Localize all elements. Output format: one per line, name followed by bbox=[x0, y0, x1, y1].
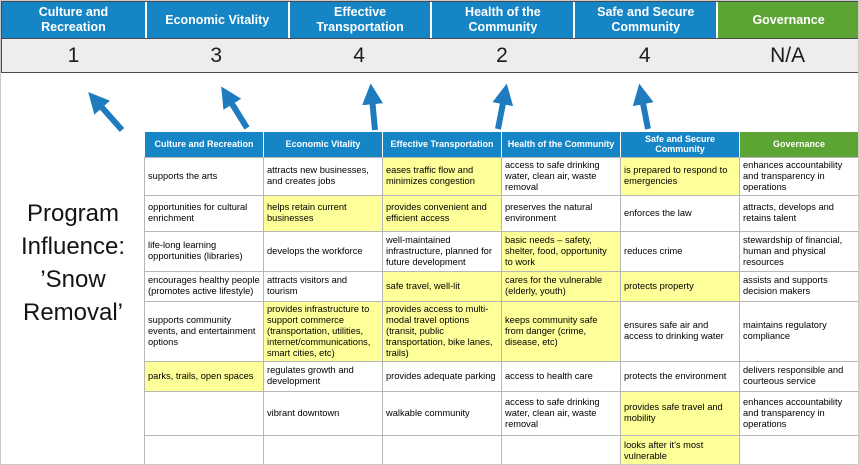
score-culture-and-recreation: 1 bbox=[67, 43, 80, 67]
summary-header-health-of-the-community: Health of the Community bbox=[430, 2, 574, 38]
matrix-header-governance: Governance bbox=[739, 131, 858, 158]
matrix-cell: enhances accountability and transparency… bbox=[739, 390, 858, 436]
matrix-cell: develops the workforce bbox=[263, 230, 383, 272]
matrix-cell: access to health care bbox=[501, 360, 621, 392]
matrix-cell bbox=[263, 434, 383, 464]
influence-arrows bbox=[88, 83, 654, 132]
summary-header-row: Culture and Recreation Economic Vitality… bbox=[2, 2, 858, 38]
program-title: Program Influence: ’Snow Removal’ bbox=[3, 197, 143, 329]
matrix-cell: provides convenient and efficient access bbox=[382, 194, 502, 232]
matrix-cell: enforces the law bbox=[620, 194, 740, 232]
matrix-cell bbox=[144, 434, 264, 464]
matrix-row: life-long learning opportunities (librar… bbox=[144, 230, 858, 272]
matrix-cell bbox=[144, 390, 264, 436]
matrix-row: vibrant downtown walkable community acce… bbox=[144, 390, 858, 436]
score-economic-vitality: 3 bbox=[210, 43, 223, 67]
matrix-cell: opportunities for cultural enrichment bbox=[144, 194, 264, 232]
matrix-cell: is prepared to respond to emergencies bbox=[620, 156, 740, 196]
matrix-cell: attracts visitors and tourism bbox=[263, 270, 383, 302]
matrix-row: supports the arts attracts new businesse… bbox=[144, 156, 858, 196]
score-governance: N/A bbox=[770, 43, 806, 67]
matrix-cell: protects property bbox=[620, 270, 740, 302]
matrix-cell bbox=[739, 434, 858, 464]
summary-header-safe-and-secure-community: Safe and Secure Community bbox=[573, 2, 717, 38]
program-title-line: Influence: bbox=[20, 233, 126, 260]
summary-header-effective-transportation: Effective Transportation bbox=[287, 2, 431, 38]
score-row: 1 3 4 2 4 N/A bbox=[2, 38, 858, 72]
matrix-cell: safe travel, well-lit bbox=[382, 270, 502, 302]
arrow-icon-culture bbox=[88, 92, 125, 132]
matrix-cell: access to safe drinking water, clean air… bbox=[501, 156, 621, 196]
matrix-cell: ensures safe air and access to drinking … bbox=[620, 300, 740, 362]
program-title-line: ’Snow bbox=[40, 266, 106, 293]
matrix-cell: life-long learning opportunities (librar… bbox=[144, 230, 264, 272]
matrix-row: supports community events, and entertain… bbox=[144, 300, 858, 362]
matrix-cell: stewardship of financial, human and phys… bbox=[739, 230, 858, 272]
matrix-header-effective-transportation: Effective Transportation bbox=[382, 131, 502, 158]
matrix-cell: maintains regulatory compliance bbox=[739, 300, 858, 362]
arrow-icon-health bbox=[492, 83, 514, 130]
matrix-row: looks after it's most vulnerable bbox=[144, 434, 858, 464]
matrix-cell: helps retain current businesses bbox=[263, 194, 383, 232]
matrix-cell: delivers responsible and courteous servi… bbox=[739, 360, 858, 392]
score-effective-transportation: 4 bbox=[353, 43, 365, 67]
matrix-cell: assists and supports decision makers bbox=[739, 270, 858, 302]
summary-header-economic-vitality: Economic Vitality bbox=[144, 2, 288, 38]
matrix-row: opportunities for cultural enrichment he… bbox=[144, 194, 858, 232]
matrix-cell: preserves the natural environment bbox=[501, 194, 621, 232]
matrix-cell bbox=[501, 434, 621, 464]
matrix-cell: cares for the vulnerable (elderly, youth… bbox=[501, 270, 621, 302]
matrix-cell: encourages healthy people (promotes acti… bbox=[144, 270, 264, 302]
matrix-cell: protects the environment bbox=[620, 360, 740, 392]
matrix-cell: attracts new businesses, and creates job… bbox=[263, 156, 383, 196]
matrix-cell: walkable community bbox=[382, 390, 502, 436]
score-health-of-the-community: 2 bbox=[496, 43, 508, 67]
arrow-icon-safe bbox=[632, 83, 654, 130]
matrix-cell: provides access to multi-modal travel op… bbox=[382, 300, 502, 362]
matrix-cell: supports community events, and entertain… bbox=[144, 300, 264, 362]
matrix-cell bbox=[382, 434, 502, 464]
summary-header-governance: Governance bbox=[716, 2, 858, 38]
summary-header-culture-and-recreation: Culture and Recreation bbox=[2, 2, 145, 38]
matrix-cell: regulates growth and development bbox=[263, 360, 383, 392]
matrix-cell: provides infrastructure to support comme… bbox=[263, 300, 383, 362]
program-title-line: Removal’ bbox=[22, 299, 124, 326]
matrix-header-culture-and-recreation: Culture and Recreation bbox=[144, 131, 264, 158]
summary-block: Culture and Recreation Economic Vitality… bbox=[1, 1, 858, 73]
matrix-header-economic-vitality: Economic Vitality bbox=[263, 131, 383, 158]
arrow-icon-transportation bbox=[362, 83, 384, 131]
program-title-line: Program bbox=[26, 200, 120, 227]
matrix-cell: basic needs – safety, shelter, food, opp… bbox=[501, 230, 621, 272]
matrix-cell: provides adequate parking bbox=[382, 360, 502, 392]
matrix-cell: reduces crime bbox=[620, 230, 740, 272]
arrow-icon-economic bbox=[221, 86, 250, 130]
influence-matrix: Culture and Recreation Economic Vitality… bbox=[144, 131, 858, 464]
matrix-header-safe-and-secure-community: Safe and Secure Community bbox=[620, 131, 740, 158]
score-safe-and-secure-community: 4 bbox=[638, 43, 651, 67]
matrix-cell: enhances accountability and transparency… bbox=[739, 156, 858, 196]
matrix-row: parks, trails, open spaces regulates gro… bbox=[144, 360, 858, 392]
matrix-cell: attracts, develops and retains talent bbox=[739, 194, 858, 232]
matrix-cell: supports the arts bbox=[144, 156, 264, 196]
matrix-cell: keeps community safe from danger (crime,… bbox=[501, 300, 621, 362]
matrix-cell: eases traffic flow and minimizes congest… bbox=[382, 156, 502, 196]
matrix-cell: access to safe drinking water, clean air… bbox=[501, 390, 621, 436]
matrix-cell: looks after it's most vulnerable bbox=[620, 434, 740, 464]
matrix-row: encourages healthy people (promotes acti… bbox=[144, 270, 858, 302]
matrix-cell: vibrant downtown bbox=[263, 390, 383, 436]
matrix-header-health-of-the-community: Health of the Community bbox=[501, 131, 621, 158]
matrix-cell: well-maintained infrastructure, planned … bbox=[382, 230, 502, 272]
matrix-header-row: Culture and Recreation Economic Vitality… bbox=[144, 131, 858, 158]
matrix-cell: parks, trails, open spaces bbox=[144, 360, 264, 392]
matrix-cell: provides safe travel and mobility bbox=[620, 390, 740, 436]
